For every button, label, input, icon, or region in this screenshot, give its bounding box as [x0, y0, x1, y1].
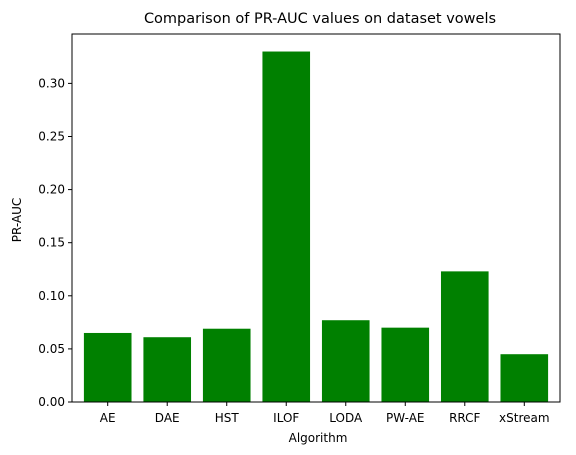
x-axis-ticks: AE DAE HST ILOF LODA PW-AE RRCF xStream	[100, 402, 550, 425]
bar-dae	[143, 337, 192, 402]
x-tick-label: ILOF	[273, 411, 299, 425]
y-tick-label: 0.30	[38, 76, 65, 90]
y-tick-label: 0.05	[38, 342, 65, 356]
y-tick-label: 0.20	[38, 183, 65, 197]
x-tick-label: RRCF	[449, 411, 480, 425]
chart-title: Comparison of PR-AUC values on dataset v…	[144, 11, 496, 27]
bar-hst	[202, 328, 251, 402]
bar-ilof	[262, 51, 311, 403]
x-axis-label: Algorithm	[289, 431, 348, 445]
y-tick-label: 0.15	[38, 236, 65, 250]
x-tick-label: PW-AE	[386, 411, 424, 425]
x-tick-label: LODA	[329, 411, 363, 425]
x-tick-label: DAE	[155, 411, 180, 425]
x-tick-label: AE	[100, 411, 116, 425]
y-tick-label: 0.25	[38, 129, 65, 143]
y-axis-label: PR-AUC	[10, 198, 24, 243]
y-tick-label: 0.10	[38, 289, 65, 303]
x-tick-label: HST	[215, 411, 240, 425]
y-axis-ticks: 0.00 0.05 0.10 0.15 0.20 0.25 0.30	[38, 76, 72, 409]
bar-pw-ae	[381, 327, 430, 402]
x-tick-label: xStream	[499, 411, 550, 425]
bar-rrcf	[440, 271, 489, 402]
bar-ae	[83, 332, 132, 402]
bars-group	[83, 51, 549, 403]
bar-loda	[321, 320, 370, 402]
y-tick-label: 0.00	[38, 395, 65, 409]
plot-frame	[71, 33, 561, 403]
bar-xstream	[500, 354, 549, 402]
